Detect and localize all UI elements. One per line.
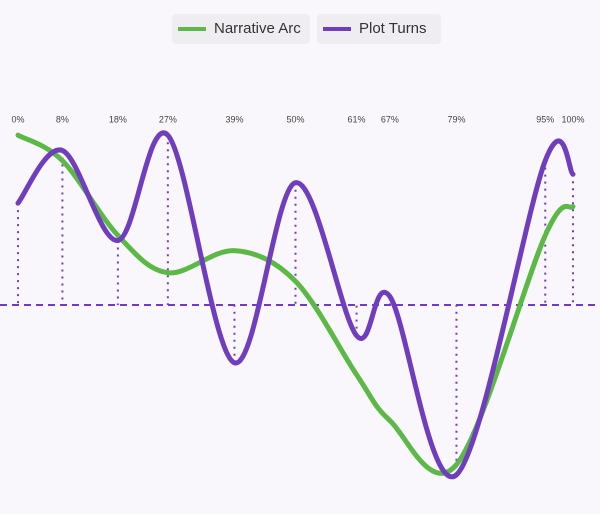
x-tick-label: 39% — [225, 114, 243, 124]
series-line — [15, 130, 576, 480]
x-tick-label: 79% — [447, 114, 465, 124]
x-tick-label: 50% — [286, 114, 304, 124]
x-tick-label: 61% — [348, 114, 366, 124]
x-tick-label: 67% — [381, 114, 399, 124]
legend-item — [172, 14, 310, 44]
legend-label: Plot Turns — [359, 20, 427, 37]
legend-label: Narrative Arc — [214, 20, 301, 37]
x-tick-label: 8% — [56, 114, 69, 124]
legend-item — [317, 14, 441, 44]
x-tick-label: 18% — [109, 114, 127, 124]
x-tick-label: 0% — [11, 114, 24, 124]
x-tick-label: 27% — [159, 114, 177, 124]
series-line — [15, 132, 576, 476]
x-tick-label: 100% — [561, 114, 584, 124]
x-tick-label: 95% — [536, 114, 554, 124]
